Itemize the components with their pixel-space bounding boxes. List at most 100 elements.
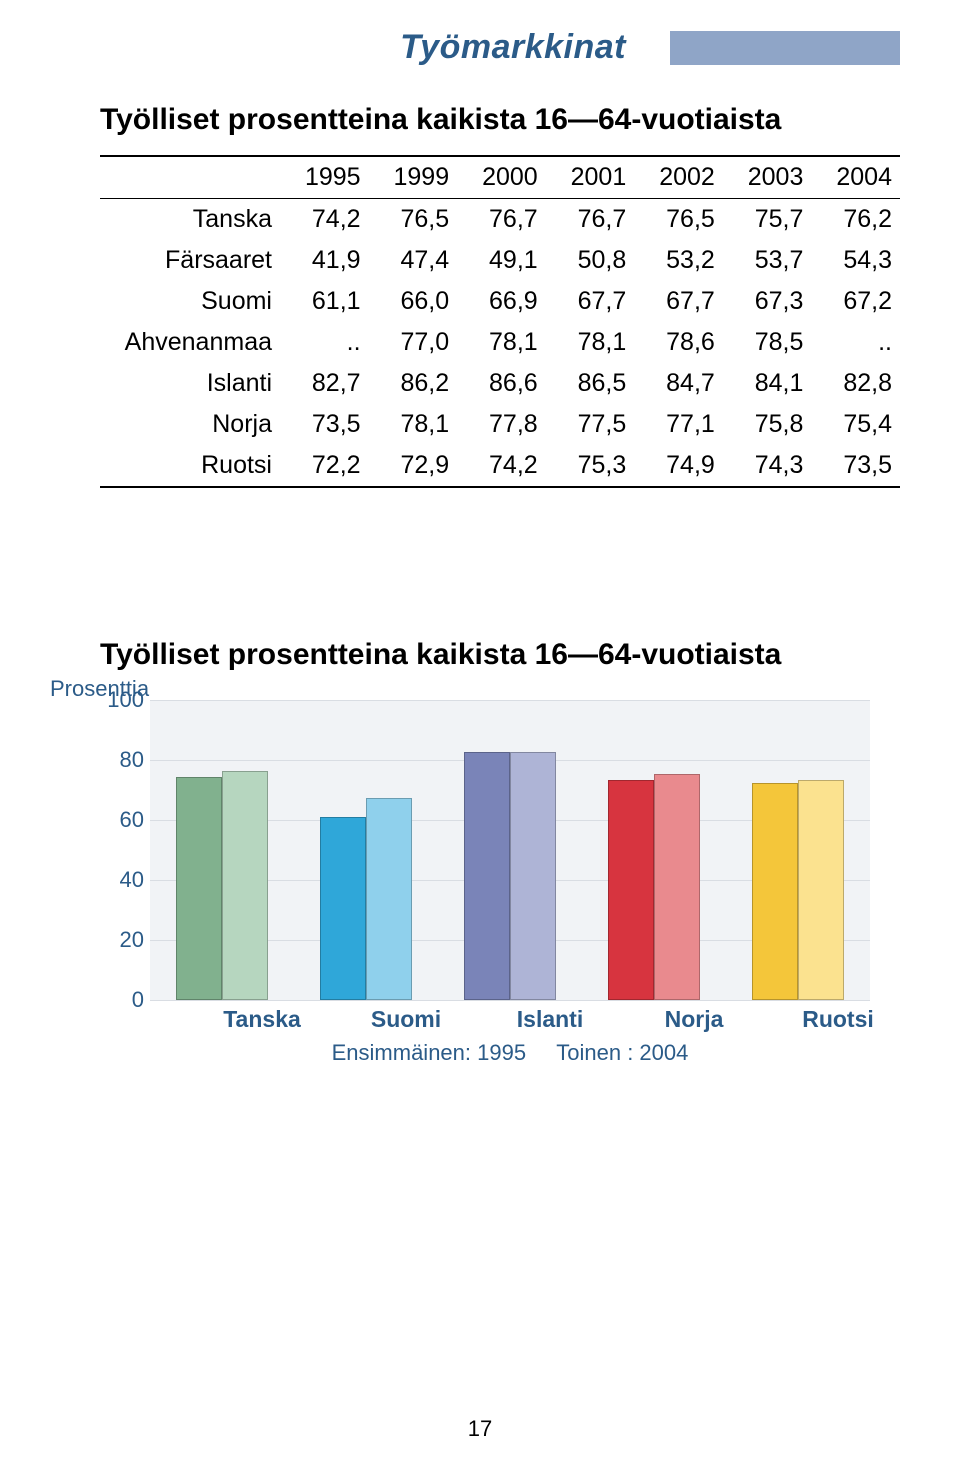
chart-bar <box>464 752 510 1000</box>
table-cell: 67,2 <box>811 281 900 322</box>
chart-bar <box>654 774 700 1000</box>
table-row: Ruotsi72,272,974,275,374,974,373,5 <box>100 445 900 487</box>
page-number: 17 <box>0 1416 960 1442</box>
table-cell: 73,5 <box>280 404 369 445</box>
table-cell: 78,6 <box>634 322 723 363</box>
table-cell: 74,2 <box>280 199 369 241</box>
table-row: Islanti82,786,286,686,584,784,182,8 <box>100 363 900 404</box>
col-2000: 2000 <box>457 156 546 199</box>
y-tick: 0 <box>104 987 144 1013</box>
table-row: Färsaaret41,947,449,150,853,253,754,3 <box>100 240 900 281</box>
chart-box: Prosenttia 020406080100 TanskaSuomiIslan… <box>110 700 870 1060</box>
x-tick-label: Ruotsi <box>802 1006 874 1033</box>
table-cell: 74,9 <box>634 445 723 487</box>
table-cell: 53,2 <box>634 240 723 281</box>
col-2003: 2003 <box>723 156 812 199</box>
col-1995: 1995 <box>280 156 369 199</box>
table-cell: 54,3 <box>811 240 900 281</box>
chart-section: Työlliset prosentteina kaikista 16—64-vu… <box>100 638 900 1060</box>
table-cell: 47,4 <box>369 240 458 281</box>
x-tick-label: Islanti <box>517 1006 583 1033</box>
table-cell: 76,7 <box>546 199 635 241</box>
chart-bar <box>752 783 798 1000</box>
table-cell: 41,9 <box>280 240 369 281</box>
table-cell: 82,7 <box>280 363 369 404</box>
table-cell: 76,5 <box>634 199 723 241</box>
table-cell: Tanska <box>100 199 280 241</box>
table-cell: 84,1 <box>723 363 812 404</box>
table-cell: 78,5 <box>723 322 812 363</box>
table-row: Norja73,578,177,877,577,175,875,4 <box>100 404 900 445</box>
table-cell: 75,8 <box>723 404 812 445</box>
table-cell: 75,7 <box>723 199 812 241</box>
chart-bar <box>366 798 412 1000</box>
table-cell: 75,3 <box>546 445 635 487</box>
y-tick: 80 <box>104 747 144 773</box>
table-cell: 84,7 <box>634 363 723 404</box>
table-cell: 74,2 <box>457 445 546 487</box>
chart-bar <box>608 780 654 1001</box>
legend-left: Ensimmäinen: 1995 <box>332 1040 526 1065</box>
x-tick-label: Norja <box>665 1006 724 1033</box>
table-cell: Norja <box>100 404 280 445</box>
chart-plot-area: 020406080100 <box>110 700 870 1000</box>
table-cell: 72,2 <box>280 445 369 487</box>
col-1999: 1999 <box>369 156 458 199</box>
y-tick: 100 <box>104 687 144 713</box>
table-title: Työlliset prosentteina kaikista 16—64-vu… <box>100 103 900 137</box>
chart-bar <box>222 771 268 1000</box>
table-cell: 86,5 <box>546 363 635 404</box>
table-cell: 67,7 <box>634 281 723 322</box>
x-tick-label: Suomi <box>371 1006 441 1033</box>
chart-bar <box>176 777 222 1000</box>
table-cell: 73,5 <box>811 445 900 487</box>
table-cell: 53,7 <box>723 240 812 281</box>
table-header-row: 1995 1999 2000 2001 2002 2003 2004 <box>100 156 900 199</box>
table-cell: .. <box>280 322 369 363</box>
y-tick: 20 <box>104 927 144 953</box>
y-tick: 60 <box>104 807 144 833</box>
table-cell: 78,1 <box>369 404 458 445</box>
table-cell: 66,9 <box>457 281 546 322</box>
table-cell: 76,2 <box>811 199 900 241</box>
table-cell: 74,3 <box>723 445 812 487</box>
table-cell: Ahvenanmaa <box>100 322 280 363</box>
table-cell: .. <box>811 322 900 363</box>
table-cell: 67,7 <box>546 281 635 322</box>
col-blank <box>100 156 280 199</box>
table-cell: 49,1 <box>457 240 546 281</box>
chart-legend: Ensimmäinen: 1995 Toinen : 2004 <box>150 1040 870 1066</box>
chart-bar <box>320 817 366 1000</box>
x-tick-label: Tanska <box>223 1006 301 1033</box>
col-2002: 2002 <box>634 156 723 199</box>
table-cell: 77,8 <box>457 404 546 445</box>
table-cell: 86,6 <box>457 363 546 404</box>
col-2004: 2004 <box>811 156 900 199</box>
table-row: Suomi61,166,066,967,767,767,367,2 <box>100 281 900 322</box>
table-cell: 76,7 <box>457 199 546 241</box>
page-header: Työmarkkinat <box>100 28 900 67</box>
table-cell: Islanti <box>100 363 280 404</box>
table-cell: 67,3 <box>723 281 812 322</box>
table-cell: 78,1 <box>457 322 546 363</box>
chart-bar <box>798 780 844 1001</box>
table-cell: 76,5 <box>369 199 458 241</box>
table-cell: 75,4 <box>811 404 900 445</box>
table-cell: 61,1 <box>280 281 369 322</box>
table-body: Tanska74,276,576,776,776,575,776,2Färsaa… <box>100 199 900 488</box>
employment-table: 1995 1999 2000 2001 2002 2003 2004 Tansk… <box>100 155 900 488</box>
col-2001: 2001 <box>546 156 635 199</box>
table-cell: 72,9 <box>369 445 458 487</box>
table-row: Tanska74,276,576,776,776,575,776,2 <box>100 199 900 241</box>
section-title: Työmarkkinat <box>400 28 626 67</box>
legend-right: Toinen : 2004 <box>556 1040 688 1065</box>
table-cell: Suomi <box>100 281 280 322</box>
table-cell: Färsaaret <box>100 240 280 281</box>
table-cell: 66,0 <box>369 281 458 322</box>
x-axis-labels: TanskaSuomiIslantiNorjaRuotsi <box>150 1006 870 1034</box>
table-cell: 82,8 <box>811 363 900 404</box>
y-tick: 40 <box>104 867 144 893</box>
chart-title: Työlliset prosentteina kaikista 16—64-vu… <box>100 638 900 672</box>
table-cell: 50,8 <box>546 240 635 281</box>
table-cell: 77,5 <box>546 404 635 445</box>
